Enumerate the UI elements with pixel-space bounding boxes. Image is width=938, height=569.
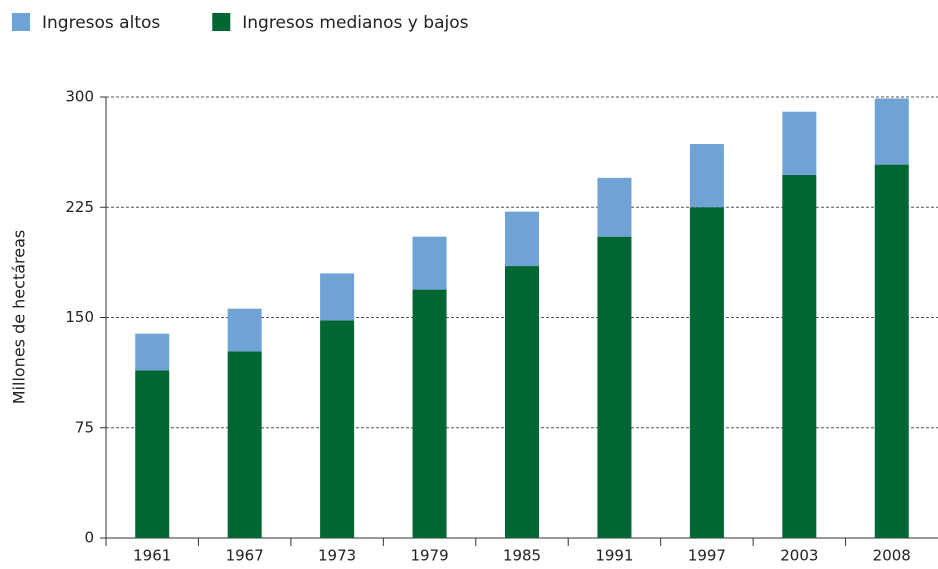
bar-segment [320,273,355,321]
y-tick-label: 225 [65,198,94,216]
x-tick-label: 2008 [873,547,911,565]
x-tick-label: 1961 [133,547,171,565]
bar-segment [782,111,817,175]
bar-segment [505,266,539,538]
legend-swatch [12,13,30,31]
bar-segment [597,236,632,538]
y-tick-label: 75 [75,418,94,436]
bar-segment [689,207,724,538]
x-tick-label: 1979 [410,547,448,565]
x-tick-label: 1997 [688,547,726,565]
bar-segment [135,333,170,371]
x-tick-label: 1991 [595,547,633,565]
legend-label: Ingresos medianos y bajos [242,13,468,33]
x-tick-label: 2003 [780,547,818,565]
x-tick-label: 1985 [503,547,541,565]
bar-segment [874,164,909,538]
bar-segment [412,236,447,290]
x-tick-label: 1967 [226,547,264,565]
bar-segment [689,144,724,208]
bar-segment [227,308,262,352]
bar-segment [135,370,170,538]
legend: Ingresos altos Ingresos medianos y bajos [12,13,469,33]
y-tick-label: 150 [65,308,94,326]
bar-segment [412,289,447,538]
legend-swatch [212,13,231,31]
legend-label: Ingresos altos [42,13,160,33]
y-tick-label: 0 [84,529,94,547]
y-tick-label: 300 [65,88,94,106]
x-tick-label: 1973 [318,547,356,565]
bar-segment [320,320,355,538]
y-axis-label: Millones de hectáreas [10,230,29,405]
bar-segment [227,351,262,538]
bar-segment [505,211,539,267]
bar-segment [874,98,909,165]
bar-segment [597,177,632,237]
bar-segment [782,174,817,538]
